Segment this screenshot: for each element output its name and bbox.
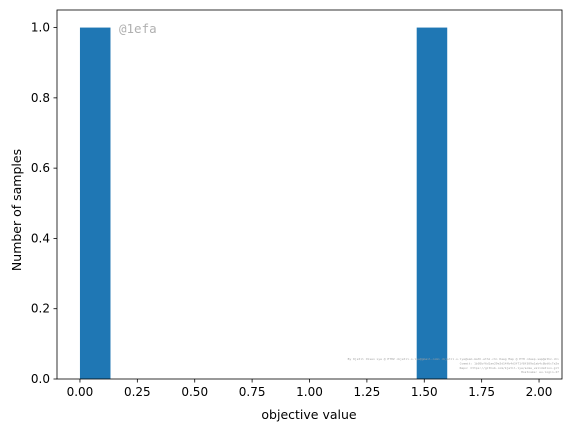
y-tick-label: 0.6 (31, 161, 50, 175)
x-axis-label: objective value (261, 407, 357, 422)
y-axis-label: Number of samples (9, 149, 24, 271)
x-tick-label: 1.50 (411, 385, 438, 399)
x-tick-label: 0.25 (124, 385, 151, 399)
y-tick-label: 0.2 (31, 302, 50, 316)
x-tick-label: 1.75 (468, 385, 495, 399)
footer-line: Repo: https://github.com/kjetil-lye/some… (460, 366, 560, 370)
y-tick-label: 0.4 (31, 231, 50, 245)
x-tick-label: 0.50 (181, 385, 208, 399)
bars-group (79, 27, 448, 379)
footer-credits: By Kjetil Olsen Lye @ ETHZ <kjetil.o.lye… (348, 357, 560, 374)
y-tick-label: 1.0 (31, 21, 50, 35)
footer-line: Commit: 1b05bf6d1ae29e2d14fb4d3f71f8f309… (460, 361, 560, 365)
x-tick-label: 0.00 (67, 385, 94, 399)
y-tick-label: 0.8 (31, 91, 50, 105)
y-axis-ticks: 0.0 0.2 0.4 0.6 0.8 1.0 (31, 21, 57, 386)
bar-1 (416, 27, 448, 379)
chart-annotation: @1efa (119, 21, 157, 36)
footer-line: Hostname: eu-login-27 (521, 370, 559, 374)
x-tick-label: 1.00 (296, 385, 323, 399)
x-axis-ticks: 0.00 0.25 0.50 0.75 1.00 1.25 1.50 1.75 2.00 (67, 379, 553, 399)
footer-line: By Kjetil Olsen Lye @ ETHZ <kjetil.o.lye… (348, 357, 560, 361)
y-tick-label: 0.0 (31, 372, 50, 386)
x-tick-label: 2.00 (526, 385, 553, 399)
x-tick-label: 0.75 (239, 385, 266, 399)
bar-0 (79, 27, 111, 379)
x-tick-label: 1.25 (354, 385, 381, 399)
plot-frame (56, 9, 563, 380)
